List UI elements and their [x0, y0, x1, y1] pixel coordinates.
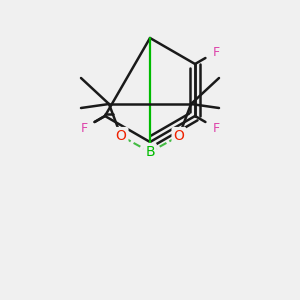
Text: F: F: [81, 122, 88, 134]
Text: F: F: [81, 122, 88, 134]
Text: O: O: [174, 129, 184, 143]
Text: F: F: [212, 122, 219, 134]
Text: F: F: [212, 46, 219, 59]
Text: B: B: [145, 145, 155, 159]
Text: O: O: [116, 129, 126, 143]
